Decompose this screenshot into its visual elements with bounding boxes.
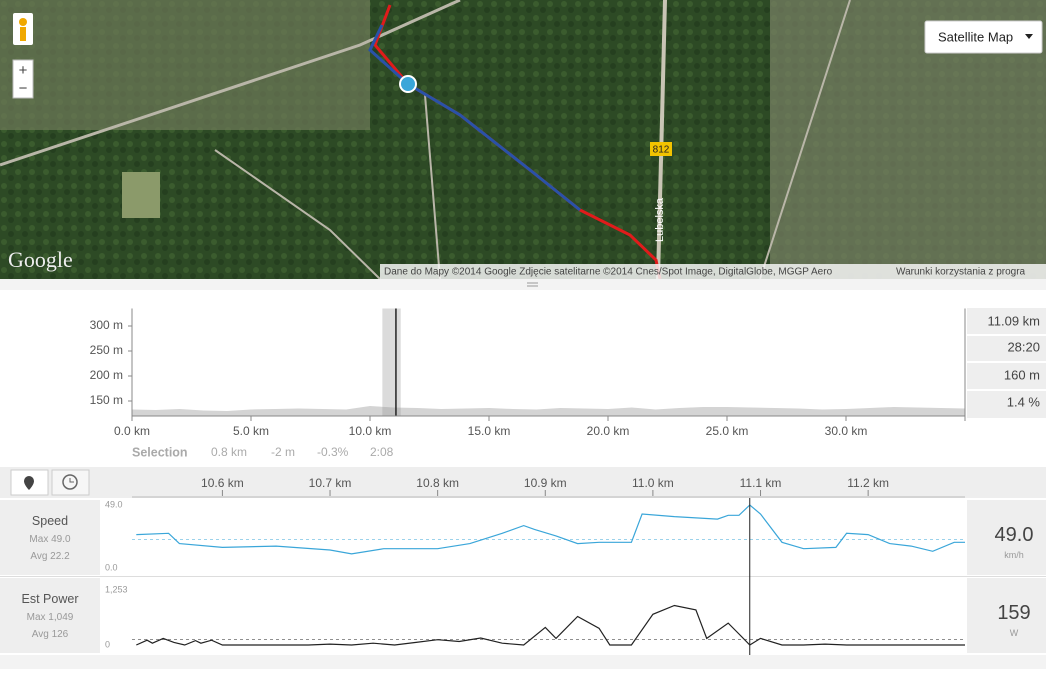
x-tick-label: 0.0 km bbox=[114, 424, 150, 438]
series-line bbox=[136, 504, 965, 555]
road-number: 812 bbox=[653, 145, 670, 156]
selection-stat: 0.8 km bbox=[211, 445, 247, 459]
metric-max: Max 1,049 bbox=[27, 612, 74, 623]
selection-stat: -0.3% bbox=[317, 445, 349, 459]
attribution: Dane do Mapy ©2014 Google Zdjęcie sateli… bbox=[384, 267, 833, 278]
time-tab[interactable] bbox=[51, 469, 90, 496]
y-tick-label: 200 m bbox=[90, 368, 123, 382]
summary-stat: 28:20 bbox=[1007, 339, 1040, 354]
road-shield bbox=[650, 142, 672, 156]
x-tick-label: 30.0 km bbox=[825, 424, 868, 438]
terms-link[interactable]: Warunki korzystania z progra bbox=[896, 267, 1026, 278]
metric-avg: Avg 22.2 bbox=[30, 551, 70, 562]
x-tick-label: 11.1 km bbox=[740, 476, 782, 490]
summary-stat: 11.09 km bbox=[987, 313, 1040, 328]
zoom-in[interactable]: + bbox=[19, 62, 28, 79]
position-marker bbox=[399, 75, 417, 93]
selection-stat: -2 m bbox=[271, 445, 295, 459]
x-tick-label: 11.2 km bbox=[847, 476, 889, 490]
summary-stat: 1.4 % bbox=[1007, 394, 1041, 409]
summary-stat: 160 m bbox=[1004, 367, 1040, 382]
current-value: 49.0 bbox=[995, 524, 1034, 546]
current-unit: km/h bbox=[1004, 550, 1024, 560]
x-tick-label: 11.0 km bbox=[632, 476, 674, 490]
x-tick-label: 10.0 km bbox=[349, 424, 392, 438]
y-tick-label: 0 bbox=[105, 639, 110, 649]
x-tick-label: 25.0 km bbox=[706, 424, 749, 438]
x-tick-label: 10.9 km bbox=[524, 476, 567, 490]
selection-band bbox=[382, 308, 401, 416]
current-unit: W bbox=[1010, 628, 1019, 638]
x-tick-label: 10.8 km bbox=[416, 476, 459, 490]
street-name: Lubelska bbox=[654, 197, 666, 242]
x-tick-label: 5.0 km bbox=[233, 424, 269, 438]
x-tick-label: 15.0 km bbox=[468, 424, 511, 438]
y-tick-label: 1,253 bbox=[105, 584, 128, 594]
google-logo: Google bbox=[8, 247, 73, 272]
map[interactable]: 812 Lubelska Google Dane do Mapy ©2014 G… bbox=[0, 0, 1046, 280]
y-tick-label: 250 m bbox=[90, 343, 123, 357]
elevation-area bbox=[132, 406, 965, 416]
zoom-out[interactable]: − bbox=[19, 80, 28, 97]
metric-name: Est Power bbox=[22, 592, 79, 606]
y-tick-label: 150 m bbox=[90, 393, 123, 407]
x-tick-label: 10.7 km bbox=[309, 476, 352, 490]
y-tick-label: 49.0 bbox=[105, 499, 123, 509]
resize-handle[interactable] bbox=[0, 279, 1046, 290]
map-type-label[interactable]: Satellite Map bbox=[938, 29, 1013, 44]
metric-avg: Avg 126 bbox=[32, 629, 69, 640]
metric-max: Max 49.0 bbox=[29, 534, 71, 545]
y-tick-label: 300 m bbox=[90, 318, 123, 332]
x-tick-label: 20.0 km bbox=[587, 424, 630, 438]
metric-name: Speed bbox=[32, 514, 68, 528]
current-value: 159 bbox=[997, 602, 1030, 624]
x-tick-label: 10.6 km bbox=[201, 476, 244, 490]
series-line bbox=[136, 604, 965, 646]
zoom-control[interactable] bbox=[12, 59, 34, 99]
y-tick-label: 0.0 bbox=[105, 562, 118, 572]
selection-label: Selection bbox=[132, 445, 188, 459]
map-type-button[interactable] bbox=[924, 20, 1043, 54]
selection-stat: 2:08 bbox=[370, 445, 394, 459]
